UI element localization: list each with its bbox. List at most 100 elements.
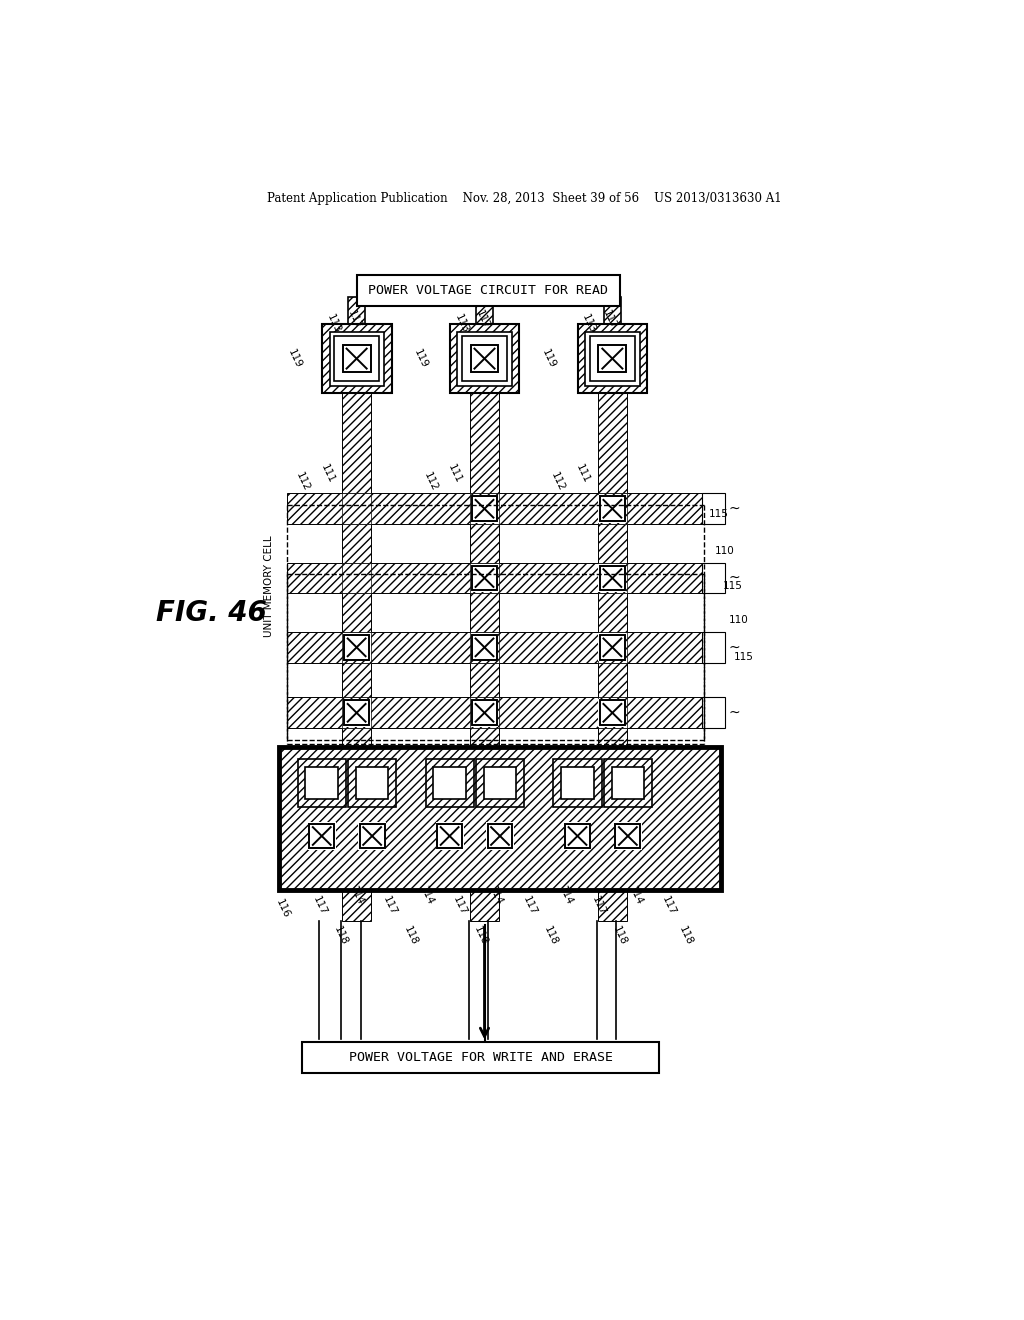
Bar — [554, 759, 601, 807]
Text: 115: 115 — [723, 581, 742, 591]
Text: 117: 117 — [601, 309, 618, 331]
Bar — [343, 345, 371, 372]
Text: 111: 111 — [319, 463, 337, 486]
Bar — [598, 564, 627, 591]
Text: 117: 117 — [521, 894, 539, 916]
Bar — [598, 495, 627, 523]
Bar — [342, 323, 372, 921]
Text: 117: 117 — [474, 309, 492, 331]
Bar — [437, 824, 462, 849]
Text: 113: 113 — [453, 313, 470, 335]
Bar — [280, 747, 721, 890]
Text: 119: 119 — [286, 347, 303, 370]
Bar — [598, 632, 627, 663]
Bar — [342, 697, 372, 729]
Bar — [598, 700, 627, 726]
Text: 111: 111 — [574, 463, 592, 486]
Text: UNIT MEMORY CELL: UNIT MEMORY CELL — [264, 535, 274, 636]
Bar — [308, 822, 336, 850]
Bar — [598, 634, 627, 661]
Bar — [471, 634, 499, 661]
Bar — [287, 632, 701, 663]
Bar — [476, 759, 524, 807]
Text: 118: 118 — [677, 925, 694, 948]
Text: 112: 112 — [550, 471, 567, 492]
Text: ~: ~ — [729, 640, 740, 655]
Text: 117: 117 — [346, 309, 364, 331]
Text: 117: 117 — [451, 894, 468, 916]
Bar — [561, 767, 594, 799]
Bar — [343, 700, 371, 726]
Bar — [472, 635, 497, 660]
Text: 114: 114 — [627, 884, 644, 907]
Bar — [359, 824, 385, 849]
Bar — [426, 759, 474, 807]
Bar — [476, 297, 493, 323]
Bar — [348, 297, 366, 323]
Text: 113: 113 — [325, 313, 342, 335]
Bar — [604, 759, 652, 807]
Text: 118: 118 — [472, 925, 489, 948]
Bar — [590, 337, 635, 381]
Text: Patent Application Publication    Nov. 28, 2013  Sheet 39 of 56    US 2013/03136: Patent Application Publication Nov. 28, … — [267, 191, 782, 205]
Bar — [344, 701, 369, 725]
Bar — [701, 562, 725, 594]
Bar — [701, 697, 725, 729]
Bar — [435, 822, 464, 850]
Bar — [309, 824, 334, 849]
Bar — [450, 323, 519, 393]
Text: 111: 111 — [446, 463, 464, 486]
Text: ~: ~ — [729, 706, 740, 719]
Bar — [330, 331, 384, 385]
Bar — [472, 701, 497, 725]
Bar — [604, 297, 621, 323]
Bar — [486, 822, 514, 850]
Bar — [298, 759, 346, 807]
Bar — [356, 276, 621, 306]
Text: 115: 115 — [709, 510, 728, 519]
Bar — [483, 767, 516, 799]
Bar — [470, 697, 500, 729]
Bar — [302, 1043, 658, 1073]
Bar — [433, 767, 466, 799]
Bar — [471, 495, 499, 523]
Text: 110: 110 — [715, 546, 734, 556]
Text: 116: 116 — [274, 898, 292, 920]
Bar — [322, 323, 391, 393]
Bar — [701, 494, 725, 524]
Bar — [458, 331, 512, 385]
Text: 114: 114 — [348, 884, 366, 907]
Bar — [342, 632, 372, 663]
Bar — [600, 635, 625, 660]
Bar — [600, 566, 625, 590]
Bar — [598, 697, 627, 729]
Bar — [598, 323, 627, 921]
Text: 117: 117 — [311, 894, 329, 916]
Text: 117: 117 — [660, 894, 678, 916]
Text: 119: 119 — [413, 347, 430, 370]
Bar — [287, 494, 701, 524]
Text: 118: 118 — [333, 925, 350, 948]
Text: 114: 114 — [418, 884, 435, 907]
Bar — [344, 635, 369, 660]
Bar — [565, 824, 590, 849]
Bar — [615, 824, 640, 849]
Text: 113: 113 — [581, 313, 598, 335]
Bar — [472, 496, 497, 521]
Bar — [334, 337, 379, 381]
Text: 119: 119 — [540, 347, 557, 370]
Bar — [348, 759, 396, 807]
Bar — [598, 494, 627, 524]
Bar — [471, 564, 499, 591]
Bar — [563, 822, 592, 850]
Bar — [600, 701, 625, 725]
Text: 115: 115 — [734, 652, 754, 663]
Bar — [701, 632, 725, 663]
Text: 112: 112 — [294, 471, 311, 492]
Text: 114: 114 — [487, 884, 505, 907]
Bar — [358, 822, 386, 850]
Bar — [578, 323, 647, 393]
Text: ~: ~ — [729, 502, 740, 516]
Text: POWER VOLTAGE FOR WRITE AND ERASE: POWER VOLTAGE FOR WRITE AND ERASE — [348, 1051, 612, 1064]
Bar — [598, 562, 627, 594]
